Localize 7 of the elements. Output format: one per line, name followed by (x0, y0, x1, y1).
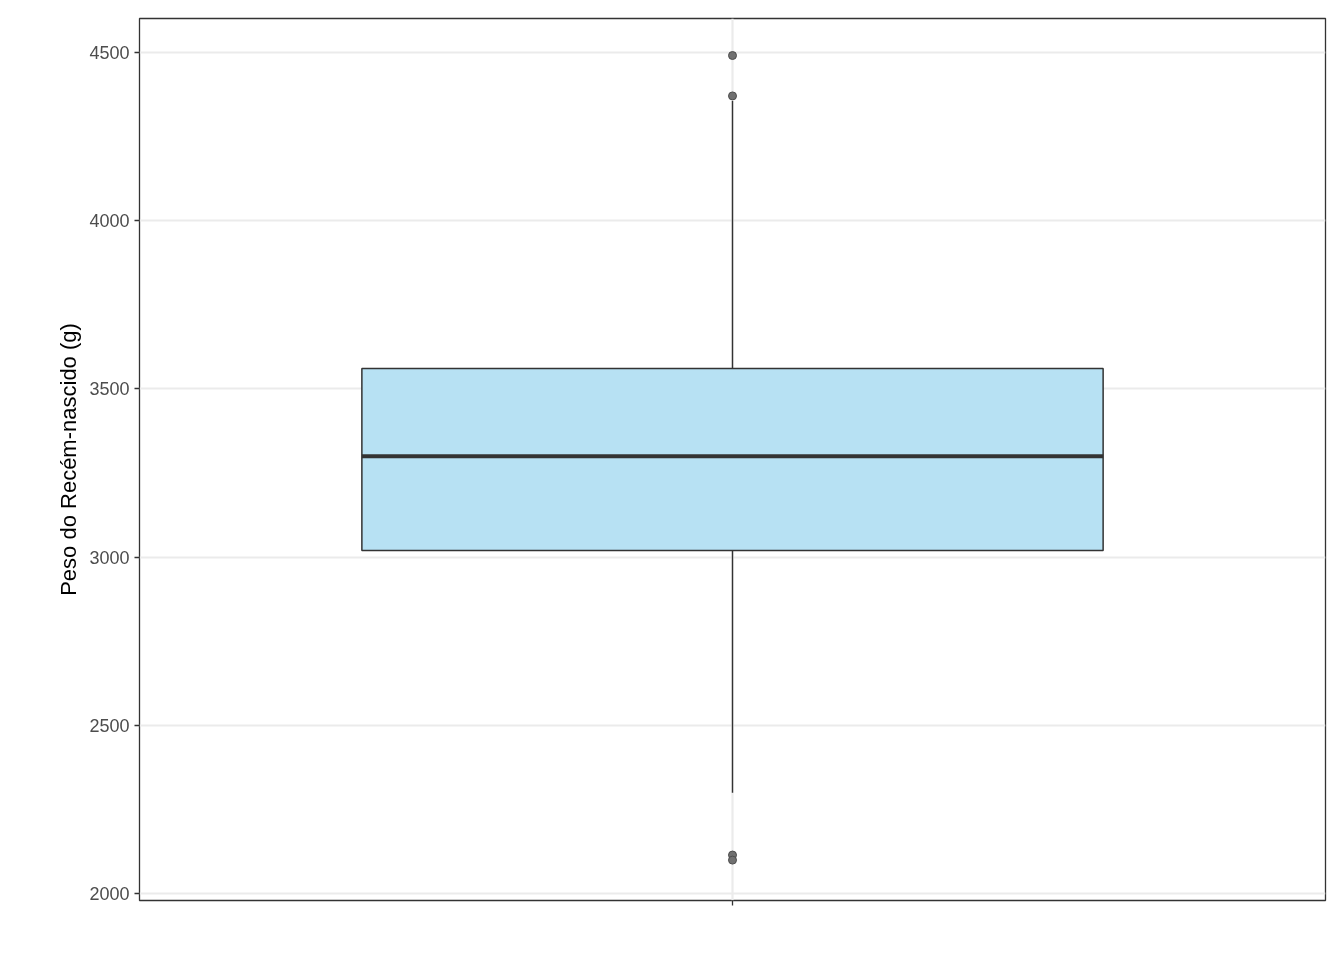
y-tick-label: 4000 (89, 210, 130, 231)
y-tick-label: 4500 (89, 42, 130, 63)
y-axis-title: Peso do Recém-nascido (g) (56, 323, 82, 596)
y-tick-label: 2000 (89, 884, 130, 905)
y-tick-label: 3500 (89, 379, 130, 400)
y-tick-label: 2500 (89, 715, 130, 736)
y-tick-label: 3000 (89, 547, 130, 568)
